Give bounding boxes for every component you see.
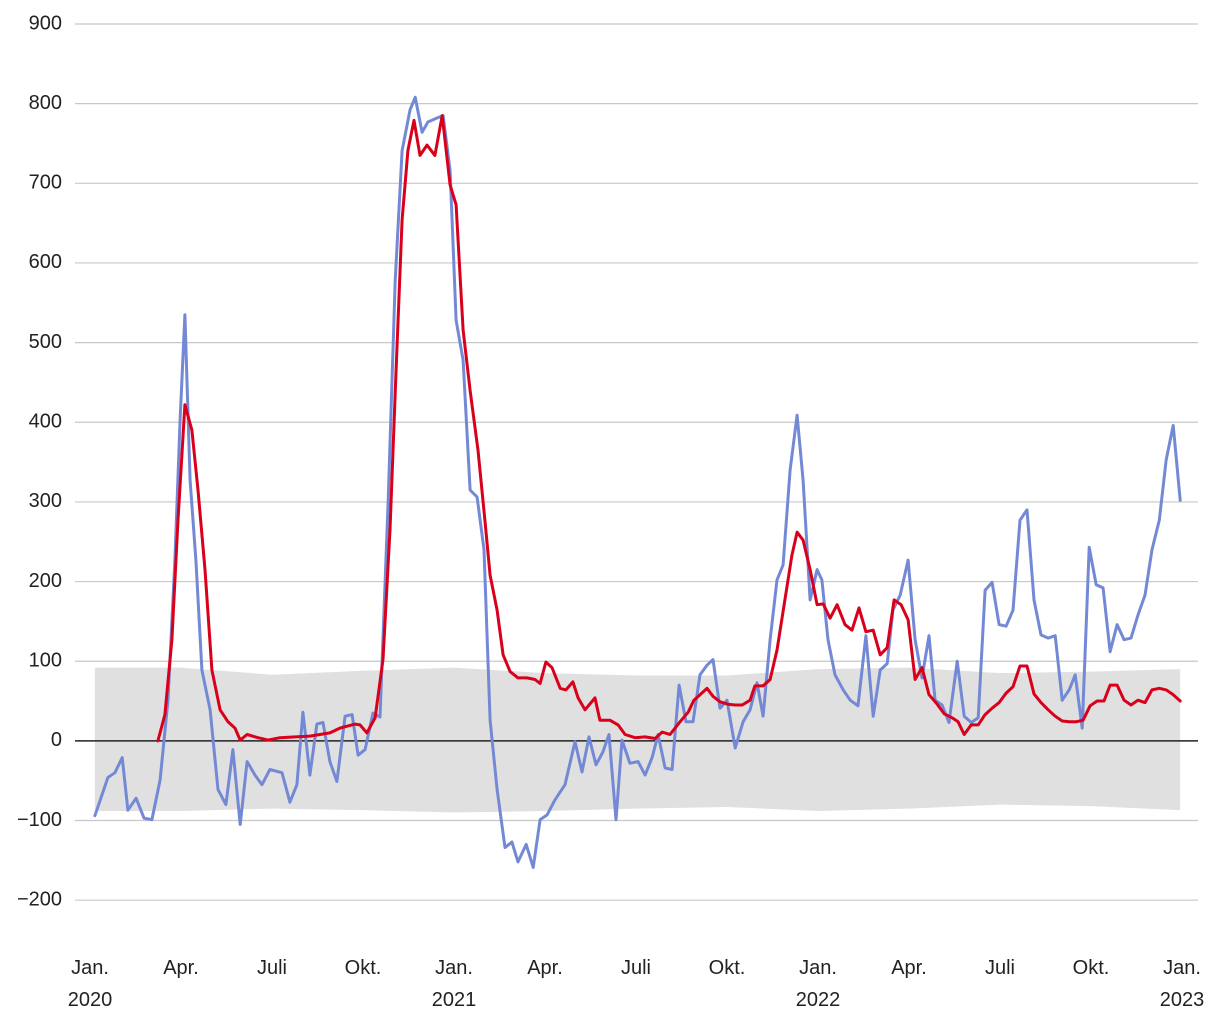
x-tick-label: Apr. [891, 957, 927, 979]
y-tick-label: 100 [29, 649, 62, 671]
x-tick-label: Apr. [527, 957, 563, 979]
x-tick-label: Okt. [344, 957, 382, 979]
y-tick-label: 200 [29, 570, 62, 592]
series-line [93, 95, 1182, 869]
range-band [94, 667, 1181, 813]
y-tick-label: −100 [17, 809, 62, 831]
y-tick-label: 300 [29, 490, 62, 512]
y-tick-label: 700 [29, 172, 62, 194]
x-tick-label: Jan. 2020 [67, 957, 113, 1011]
x-tick-label: Okt. [1072, 957, 1110, 979]
x-tick-label: Jan. 2022 [795, 957, 841, 1011]
x-tick-label: Juli [620, 957, 651, 979]
y-tick-label: −200 [17, 888, 62, 910]
y-tick-label: 600 [29, 251, 62, 273]
x-tick-label: Jan. 2023 [1159, 957, 1205, 1011]
x-tick-label: Juli [984, 957, 1015, 979]
series-line [156, 114, 1182, 743]
x-tick-label: Juli [256, 957, 287, 979]
x-tick-label: Okt. [708, 957, 746, 979]
y-tick-label: 500 [29, 331, 62, 353]
x-tick-label: Apr. [163, 957, 199, 979]
x-tick-label: Jan. 2021 [431, 957, 477, 1011]
y-tick-label: 800 [29, 92, 62, 114]
y-tick-label: 400 [29, 411, 62, 433]
y-tick-label: 900 [29, 12, 62, 34]
y-tick-label: 0 [51, 729, 62, 751]
